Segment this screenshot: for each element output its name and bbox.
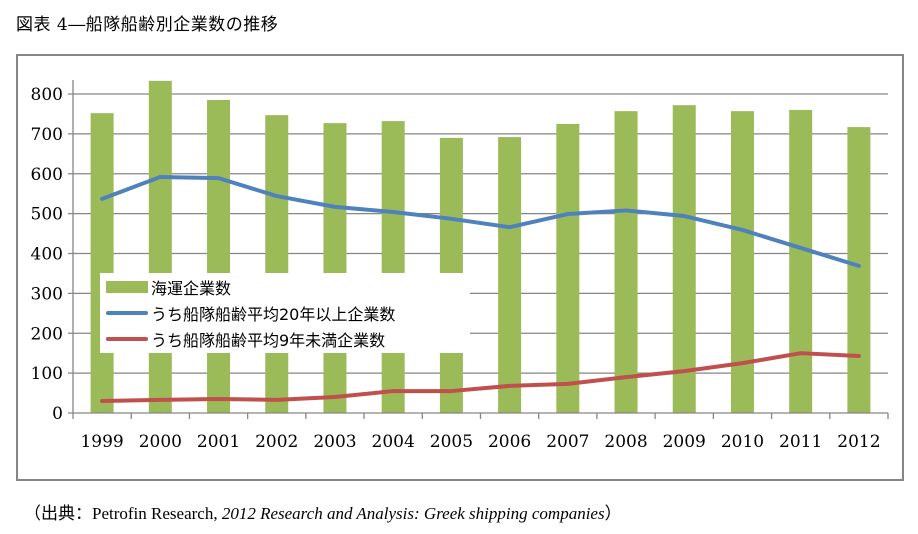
source-suffix: ） [604,504,622,523]
x-tick-label: 2003 [313,432,356,452]
legend-swatch-blue-line [106,311,148,315]
y-tick-labels: 0 100 200 300 400 500 600 700 800 [31,85,63,424]
x-tick-label: 2009 [663,432,706,452]
legend-item-under9: うち船隊船齢平均9年未満企業数 [106,327,385,351]
bar [498,137,522,413]
x-tick-label: 2005 [430,432,473,452]
bar [730,111,754,414]
bar [672,105,696,413]
y-tick-label: 200 [31,324,63,344]
y-tick-label: 300 [31,284,63,304]
source-title: 2012 Research and Analysis: Greek shippi… [221,504,605,523]
bar [207,99,231,413]
bar [323,123,347,413]
x-tick-label: 2008 [604,432,647,452]
x-tick-label: 2001 [197,432,240,452]
bar [381,121,405,414]
y-tick-label: 600 [31,165,63,185]
line-series [100,174,861,404]
legend: 海運企業数 うち船隊船齢平均20年以上企業数 うち船隊船齢平均9年未満企業数 [100,273,470,353]
bar [614,111,638,414]
source-prefix: （出典：Petrofin Research, [24,504,222,523]
bar [90,113,114,413]
legend-label: うち船隊船齢平均9年未満企業数 [151,331,386,350]
y-tick-label: 700 [31,125,63,145]
x-tick-labels: 1999 2000 2001 2002 2003 2004 2005 2006 2007 2008… [80,432,880,452]
figure-title: 図表 4―船隊船齢別企業数の推移 [16,15,279,35]
x-tick-label: 2007 [546,432,589,452]
x-tick-label: 1999 [80,432,123,452]
bar [148,80,172,413]
legend-item-bar: 海運企業数 [106,275,231,299]
bar [556,123,580,413]
x-tick-label: 2006 [488,432,531,452]
axes [68,80,889,419]
chart-frame [16,54,904,481]
bar [789,109,813,413]
x-tick-label: 2011 [779,432,822,452]
x-tick-label: 2002 [255,432,298,452]
legend-swatch-bar [106,281,148,293]
y-tick-label: 0 [52,404,63,424]
y-tick-label: 100 [31,364,63,384]
y-tick-label: 800 [31,85,63,105]
legend-item-over20: うち船隊船齢平均20年以上企業数 [106,301,395,325]
y-tick-label: 500 [31,205,63,225]
y-tick-label: 400 [31,245,63,265]
legend-label: うち船隊船齢平均20年以上企業数 [151,305,396,324]
source-citation: （出典：Petrofin Research, 2012 Research and… [24,499,622,524]
x-tick-label: 2012 [837,432,880,452]
bar [847,127,871,413]
line-over20-years [100,174,861,268]
x-tick-label: 2010 [721,432,764,452]
legend-label: 海運企業数 [151,279,232,298]
legend-swatch-red-line [106,337,148,341]
line-under9-years [100,351,861,404]
bar [265,115,289,413]
x-tick-label: 2000 [139,432,182,452]
x-tick-label: 2004 [372,432,415,452]
